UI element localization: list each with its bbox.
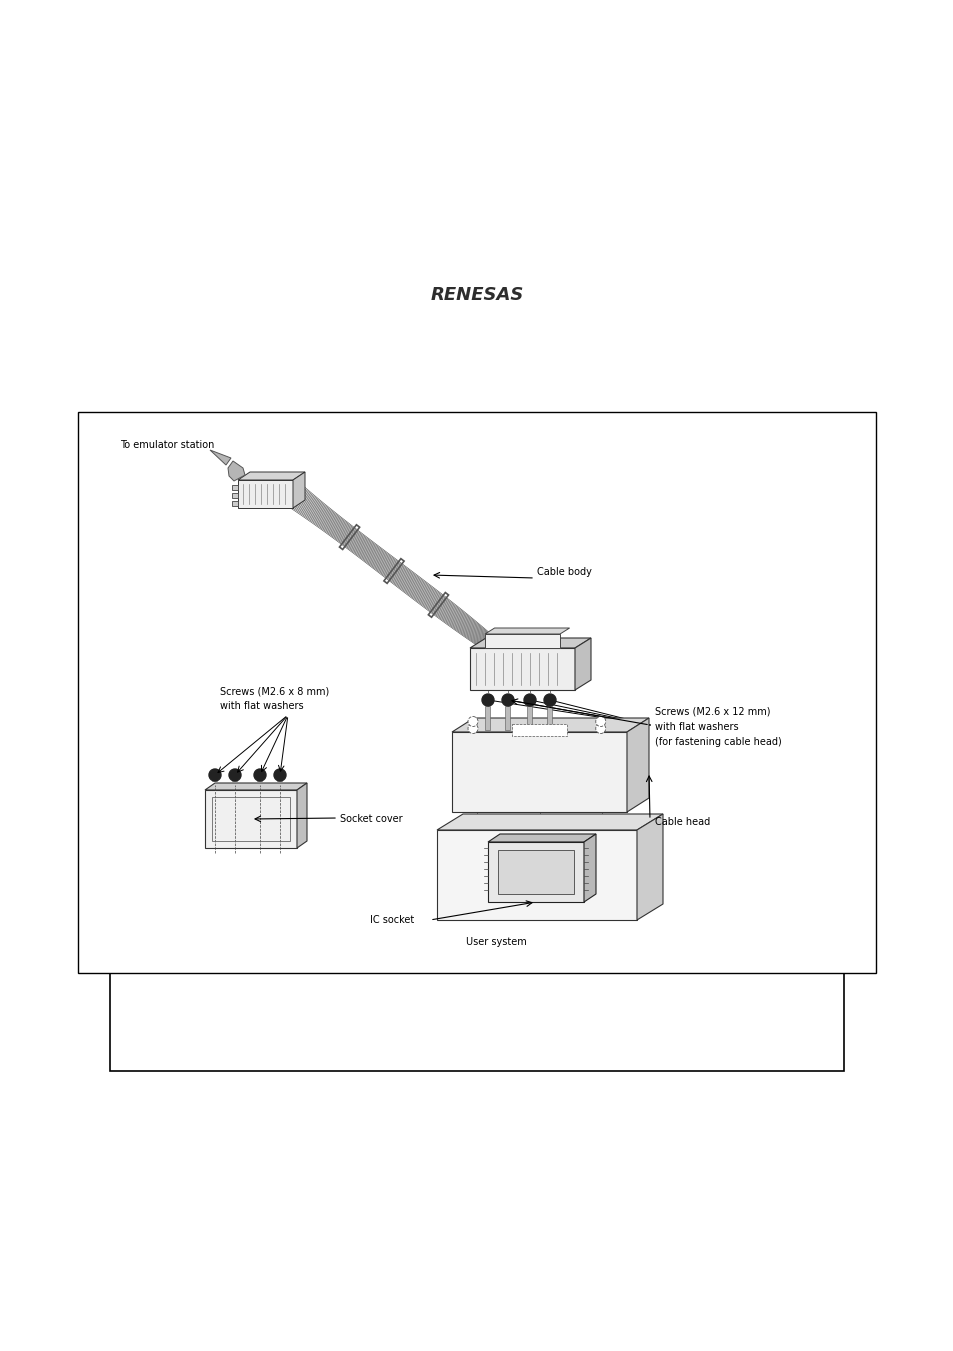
Polygon shape [436,830,637,920]
Polygon shape [484,628,569,634]
Bar [78,412,875,973]
Polygon shape [575,638,590,690]
Polygon shape [237,480,293,508]
Polygon shape [205,790,296,848]
Polygon shape [583,834,596,902]
Polygon shape [277,769,282,781]
Polygon shape [484,634,559,648]
Text: Screws (M2.6 x 12 mm): Screws (M2.6 x 12 mm) [655,707,770,717]
Polygon shape [232,493,237,499]
Polygon shape [485,707,490,730]
Polygon shape [626,717,648,812]
Text: Cable head: Cable head [655,817,709,827]
Circle shape [253,769,266,781]
Circle shape [229,769,241,781]
Circle shape [595,716,605,727]
Polygon shape [296,784,307,848]
Text: Socket cover: Socket cover [339,815,402,824]
Polygon shape [210,450,231,465]
Polygon shape [497,850,574,894]
Polygon shape [237,471,305,480]
Circle shape [209,769,221,781]
Polygon shape [213,769,217,781]
Bar [110,925,843,1071]
Circle shape [468,724,477,734]
Circle shape [595,724,605,734]
Polygon shape [232,501,237,507]
Circle shape [501,694,514,707]
Text: Cable body: Cable body [537,567,591,577]
Polygon shape [228,461,245,481]
Text: (for fastening cable head): (for fastening cable head) [655,738,781,747]
Circle shape [468,716,477,727]
Polygon shape [547,707,552,730]
Text: RENESAS: RENESAS [430,285,523,304]
Polygon shape [470,638,590,648]
Polygon shape [452,732,626,812]
Polygon shape [470,648,575,690]
Polygon shape [232,485,237,490]
Circle shape [523,694,536,707]
Polygon shape [205,784,307,790]
Circle shape [543,694,556,707]
Text: with flat washers: with flat washers [655,721,738,732]
Text: User system: User system [465,938,526,947]
Polygon shape [293,471,305,508]
Polygon shape [488,834,596,842]
Text: IC socket: IC socket [370,915,414,925]
Polygon shape [505,707,510,730]
Polygon shape [233,769,237,781]
Polygon shape [257,769,262,781]
Polygon shape [637,815,662,920]
Text: Screws (M2.6 x 8 mm): Screws (M2.6 x 8 mm) [220,688,329,697]
Polygon shape [452,717,648,732]
Polygon shape [488,842,583,902]
Text: To emulator station: To emulator station [120,440,214,450]
Bar [512,724,566,736]
Circle shape [274,769,286,781]
Text: with flat washers: with flat washers [220,701,303,711]
Polygon shape [436,815,662,830]
Circle shape [481,694,494,707]
Polygon shape [527,707,532,730]
